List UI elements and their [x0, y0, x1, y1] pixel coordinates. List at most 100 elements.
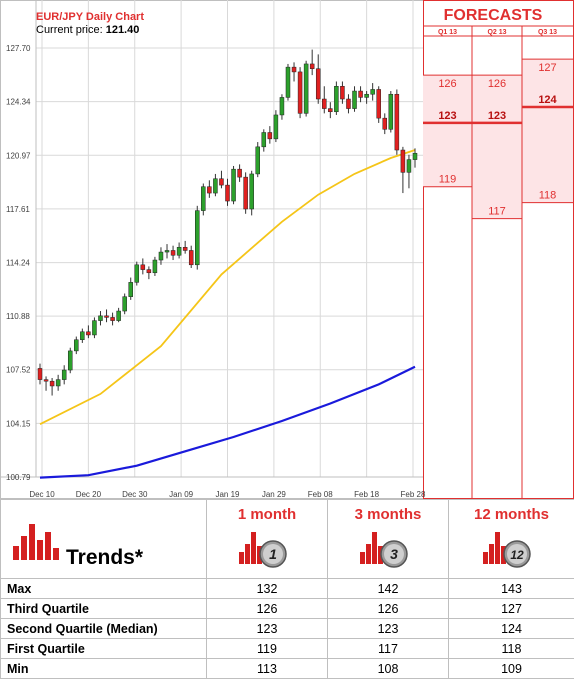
candle [50, 378, 54, 396]
candle-body [105, 316, 109, 318]
chart-title: EUR/JPY Daily Chart [36, 11, 144, 23]
candle [316, 54, 320, 103]
candle-body [334, 86, 338, 112]
candle-body [353, 91, 357, 109]
cell-value: 119 [207, 639, 328, 659]
candle [371, 83, 375, 101]
forecast-median-label: 123 [488, 110, 506, 122]
y-tick-label: 100.79 [6, 473, 31, 482]
x-tick-label: Jan 19 [215, 490, 240, 499]
cell-value: 124 [449, 619, 574, 639]
candle [80, 329, 84, 343]
forecast-range-band [522, 59, 573, 202]
cell-value: 117 [328, 639, 449, 659]
candle-body [117, 311, 121, 321]
candle [68, 348, 72, 374]
candle [401, 147, 405, 193]
horizon-label: 3 months [328, 506, 448, 523]
candle-body [219, 179, 223, 185]
candle-body [171, 250, 175, 255]
candle-body [129, 282, 133, 296]
candle-body [183, 247, 187, 250]
candle-body [201, 187, 205, 211]
chart-grid [0, 0, 423, 477]
candle [165, 244, 169, 258]
candle-body [165, 250, 169, 252]
forecast-column-label: Q1 13 [438, 29, 457, 36]
horizon-badge-number: 1 [269, 546, 277, 562]
candle [322, 86, 326, 113]
forecast-column-label: Q3 13 [538, 29, 557, 36]
candle [153, 257, 157, 276]
horizon-label: 12 months [449, 506, 574, 523]
candle-body [147, 270, 151, 273]
row-label: Min [1, 659, 207, 679]
x-tick-label: Dec 10 [29, 490, 55, 499]
forecast-low-label: 118 [539, 190, 557, 202]
candle [38, 364, 42, 385]
candle [280, 94, 284, 120]
horizon-header-12: 12 months 12 [449, 500, 574, 579]
candle [141, 258, 145, 274]
y-tick-label: 120.97 [6, 151, 31, 160]
candle-body [286, 67, 290, 97]
candle [298, 67, 302, 118]
candle-body [135, 265, 139, 283]
candle-body [141, 265, 145, 270]
y-tick-label: 107.52 [6, 366, 31, 375]
cell-value: 118 [449, 639, 574, 659]
candle [359, 86, 363, 102]
candle-body [304, 64, 308, 113]
candle-body [377, 89, 381, 118]
candle [135, 262, 139, 286]
candle [86, 325, 90, 338]
candle [346, 94, 350, 113]
candle-body [262, 132, 266, 146]
cell-value: 143 [449, 579, 574, 599]
row-label: First Quartile [1, 639, 207, 659]
candle-body [44, 380, 48, 382]
candle [256, 142, 260, 177]
y-tick-label: 110.88 [6, 312, 30, 321]
forecast-median-label: 123 [438, 110, 456, 122]
candle-body [371, 89, 375, 94]
candle-body [213, 179, 217, 193]
horizon-badge-number: 12 [510, 548, 524, 562]
candle-body [401, 150, 405, 172]
forecast-low-label: 119 [439, 174, 457, 186]
candle-body [56, 380, 60, 386]
candle [207, 180, 211, 198]
row-label: Third Quartile [1, 599, 207, 619]
candle-body [62, 370, 66, 380]
candle-body [92, 321, 96, 335]
candle [219, 171, 223, 189]
candle [407, 155, 411, 188]
x-tick-label: Jan 29 [262, 490, 287, 499]
candle-body [280, 97, 284, 115]
row-label: Max [1, 579, 207, 599]
forecast-range-band [423, 75, 472, 187]
candle-body [153, 260, 157, 273]
candle-body [111, 317, 115, 320]
candle-body [310, 64, 314, 69]
candle-body [226, 185, 230, 201]
bar-chart-badge-icon: 1 [237, 528, 297, 572]
candle [250, 171, 254, 216]
candle-body [195, 211, 199, 265]
candle-body [340, 86, 344, 99]
x-tick-label: Feb 28 [401, 490, 426, 499]
row-label: Second Quartile (Median) [1, 619, 207, 639]
candle [147, 266, 151, 279]
candle [195, 206, 199, 270]
y-axis: 127.70124.34120.97117.61114.24110.88107.… [6, 44, 31, 482]
current-price-label: Current price: [36, 24, 103, 36]
candle-body [292, 67, 296, 72]
cell-value: 142 [328, 579, 449, 599]
candle [189, 246, 193, 268]
